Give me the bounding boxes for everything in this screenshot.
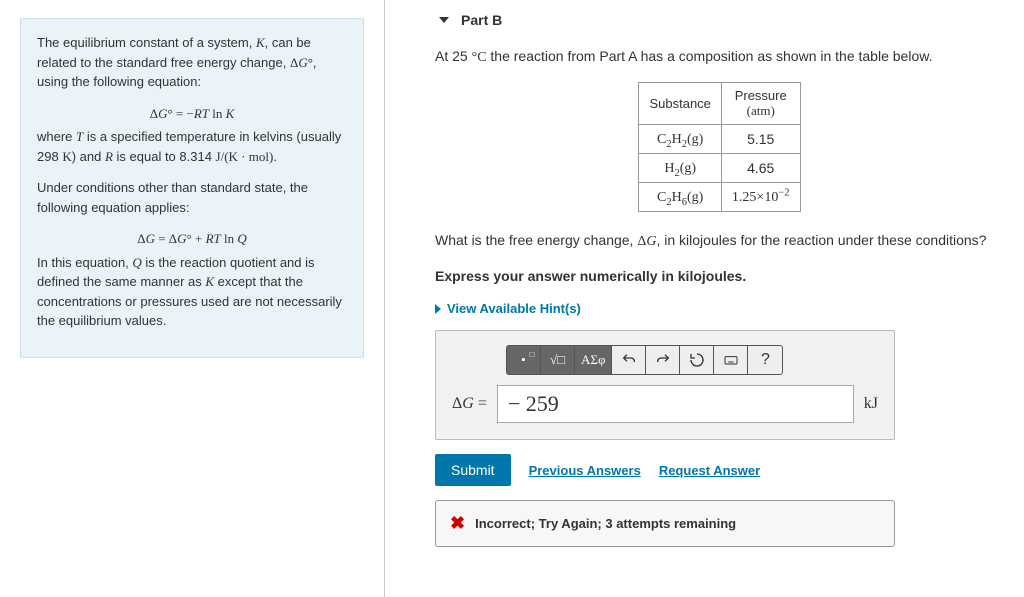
keyboard-button[interactable] xyxy=(714,345,748,375)
question-text: What is the free energy change, ΔG, in k… xyxy=(435,230,1004,252)
feedback-text: Incorrect; Try Again; 3 attempts remaini… xyxy=(475,516,736,531)
table-header-substance: Substance xyxy=(639,83,721,125)
previous-answers-link[interactable]: Previous Answers xyxy=(529,463,641,478)
caret-right-icon xyxy=(435,304,441,314)
right-panel: Part B At 25 °C the reaction from Part A… xyxy=(385,0,1024,597)
reset-button[interactable] xyxy=(680,345,714,375)
intro-text: At 25 °C the reaction from Part A has a … xyxy=(435,46,1004,68)
table-row: C2H6(g) 1.25×10−2 xyxy=(639,183,800,212)
part-label: Part B xyxy=(461,12,502,28)
unit-label: kJ xyxy=(864,395,878,413)
greek-button[interactable]: ΑΣφ xyxy=(575,345,612,375)
equation-2: ΔG = ΔG° + RT ln Q xyxy=(37,229,347,249)
feedback-box: ✖ Incorrect; Try Again; 3 attempts remai… xyxy=(435,500,895,547)
answer-input[interactable] xyxy=(497,385,854,423)
redo-button[interactable] xyxy=(646,345,680,375)
hints-toggle[interactable]: View Available Hint(s) xyxy=(435,301,1004,316)
equation-1: ΔG° = −RT ln K xyxy=(37,104,347,124)
x-icon: ✖ xyxy=(450,513,465,534)
request-answer-link[interactable]: Request Answer xyxy=(659,463,760,478)
delta-g-label: ΔG = xyxy=(452,395,487,413)
table-header-pressure: Pressure(atm) xyxy=(721,83,800,125)
info-para-3: Under conditions other than standard sta… xyxy=(37,178,347,217)
info-box: The equilibrium constant of a system, K,… xyxy=(20,18,364,358)
hints-label: View Available Hint(s) xyxy=(447,301,581,316)
left-panel: The equilibrium constant of a system, K,… xyxy=(0,0,385,597)
submit-row: Submit Previous Answers Request Answer xyxy=(435,454,1004,486)
sqrt-button[interactable]: √□ xyxy=(541,345,575,375)
equation-toolbar: ▪□ √□ ΑΣφ ? xyxy=(506,345,783,375)
table-row: C2H2(g) 5.15 xyxy=(639,125,800,154)
info-para-2: where T is a specified temperature in ke… xyxy=(37,127,347,166)
part-header[interactable]: Part B xyxy=(435,12,1004,28)
submit-button[interactable]: Submit xyxy=(435,454,511,486)
info-para-1: The equilibrium constant of a system, K,… xyxy=(37,33,347,92)
caret-down-icon xyxy=(439,17,449,23)
data-table: Substance Pressure(atm) C2H2(g) 5.15 H2(… xyxy=(638,82,800,212)
input-row: ΔG = kJ xyxy=(452,385,878,423)
instruction-text: Express your answer numerically in kiloj… xyxy=(435,266,1004,287)
table-row: H2(g) 4.65 xyxy=(639,154,800,183)
help-button[interactable]: ? xyxy=(748,345,782,375)
answer-box: ▪□ √□ ΑΣφ ? xyxy=(435,330,895,440)
undo-button[interactable] xyxy=(612,345,646,375)
main-container: The equilibrium constant of a system, K,… xyxy=(0,0,1024,597)
template-button[interactable]: ▪□ xyxy=(507,345,541,375)
info-para-4: In this equation, Q is the reaction quot… xyxy=(37,253,347,331)
